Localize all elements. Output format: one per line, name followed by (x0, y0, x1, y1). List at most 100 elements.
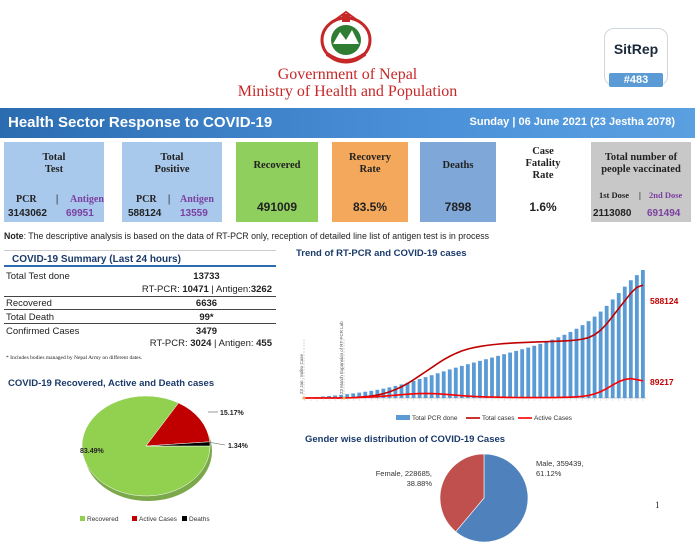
bar (556, 337, 561, 398)
row-value: 3479 (195, 326, 218, 337)
row-value: 6636 (195, 298, 218, 309)
sitrep-badge: SitRep #483 (604, 28, 668, 87)
rtpcr-value: 10471 (182, 284, 209, 295)
end-label-active-cases: 89217 (650, 377, 674, 387)
summary-row-death: Total Death 99* (4, 311, 276, 324)
pie-label-recovered: 83.49% (80, 448, 105, 455)
bar (357, 392, 362, 398)
line-active-cases (305, 377, 644, 399)
annotation-marker (302, 396, 306, 400)
antigen-value: 3262 (250, 284, 272, 295)
dose1-value: 2113080 (593, 208, 632, 219)
bar (393, 385, 398, 398)
sitrep-number: #483 (609, 73, 663, 87)
bar (375, 389, 380, 398)
summary-row-confirmed-breakdown: RT-PCR: 3024 | Antigen: 455 (4, 338, 276, 351)
government-title: Government of Nepal Ministry of Health a… (0, 66, 695, 100)
bar (622, 286, 627, 398)
antigen-label: Antigen (180, 194, 214, 205)
note-label: Note (4, 231, 24, 241)
antigen-value: 455 (256, 338, 272, 349)
recovered-active-death-pie-chart: 83.49% 15.17% 1.34% Recovered Active Cases De… (80, 395, 249, 523)
legend-swatch (396, 415, 410, 420)
row-label: Total Death (6, 312, 55, 323)
bar (598, 311, 603, 398)
card-label: Total Positive (154, 152, 190, 175)
card-value: 491009 (256, 200, 298, 214)
bar (550, 339, 555, 398)
bar (459, 365, 464, 398)
separator: | (639, 190, 641, 200)
pie-slice-recovered (81, 395, 211, 497)
bar (465, 364, 470, 398)
card-label: Total number of people vaccinated (601, 152, 681, 175)
bar (363, 391, 368, 398)
bar (574, 328, 579, 398)
pie-label-male: Male, 359439, 61.12% (536, 459, 584, 478)
antigen-value: 13559 (180, 208, 208, 219)
bar (411, 380, 416, 398)
nepal-emblem-icon (320, 10, 372, 64)
legend-swatch (80, 516, 85, 521)
legend-label: Active Cases (534, 415, 573, 422)
bar (484, 359, 488, 398)
bar (327, 395, 331, 398)
legend-swatch (132, 516, 137, 521)
ministry-name: Ministry of Health and Population (237, 83, 458, 100)
bar (478, 360, 482, 398)
bar (490, 357, 494, 398)
bar (423, 377, 428, 398)
bar (604, 305, 609, 398)
bar (520, 349, 525, 398)
card-total-positive: Total Positive PCR | Antigen 588124 1355… (122, 142, 222, 222)
bar (496, 355, 500, 398)
dose2-value: 691494 (647, 208, 681, 219)
bar (453, 367, 458, 398)
pie-slice-deaths (145, 441, 211, 447)
title-banner: Health Sector Response to COVID-19 Sunda… (0, 108, 695, 138)
dose1-label: 1st Dose (599, 190, 629, 200)
bar (610, 299, 615, 398)
pie-label-female: Female, 228685, 38.88% (376, 469, 433, 488)
card-value: 7898 (444, 200, 472, 214)
legend-label: Total PCR done (412, 415, 458, 422)
bar (333, 395, 338, 398)
annotation-marker (342, 396, 346, 400)
legend-label: Active Cases (139, 516, 178, 523)
card-value: 1.6% (529, 200, 557, 214)
breakdown-text: RT-PCR: (149, 338, 191, 349)
summary-row-confirmed: Confirmed Cases 3479 (4, 325, 276, 338)
bar (616, 293, 621, 398)
antigen-value: 69951 (66, 208, 94, 219)
summary-title: COVID-19 Summary (Last 24 hours) (12, 254, 181, 265)
summary-row-test-breakdown: RT-PCR: 10471 | Antigen:3262 (4, 284, 276, 297)
card-label: Total Test (42, 152, 66, 175)
separator: | (56, 194, 59, 205)
row-label: Recovered (6, 298, 52, 309)
gender-chart-title: Gender wise distribution of COVID-19 Cas… (305, 434, 506, 445)
breakdown-text: | Antigen: (211, 338, 257, 349)
government-name: Government of Nepal (277, 66, 418, 83)
card-label: Case Fatality Rate (525, 146, 561, 181)
pie-leader-line (207, 441, 226, 446)
bar (640, 270, 645, 398)
bar (502, 354, 506, 398)
end-label-total-cases: 588124 (650, 296, 679, 306)
legend-label: Deaths (189, 516, 210, 523)
bar (471, 362, 476, 398)
row-value: 13733 (193, 271, 220, 282)
card-label: Recovery Rate (349, 152, 391, 175)
bar (447, 369, 452, 398)
note-text: : The descriptive analysis is based on t… (23, 231, 490, 241)
breakdown-text: | Antigen: (208, 284, 251, 295)
antigen-label: Antigen (70, 194, 104, 205)
gender-pie-chart: Male, 359439, 61.12% Female, 228685, 38.88% (376, 453, 584, 543)
bar (405, 382, 410, 398)
bar (508, 352, 513, 398)
trend-chart: 23 Jan : Index Case 23 March Expansion of… (299, 270, 679, 422)
row-label: Total Test done (6, 271, 70, 282)
page-number: 1 (655, 500, 660, 510)
card-deaths: Deaths 7898 (420, 142, 496, 222)
pie-slice-active-cases (145, 402, 211, 447)
summary-row-recovered: Recovered 6636 (4, 297, 276, 310)
